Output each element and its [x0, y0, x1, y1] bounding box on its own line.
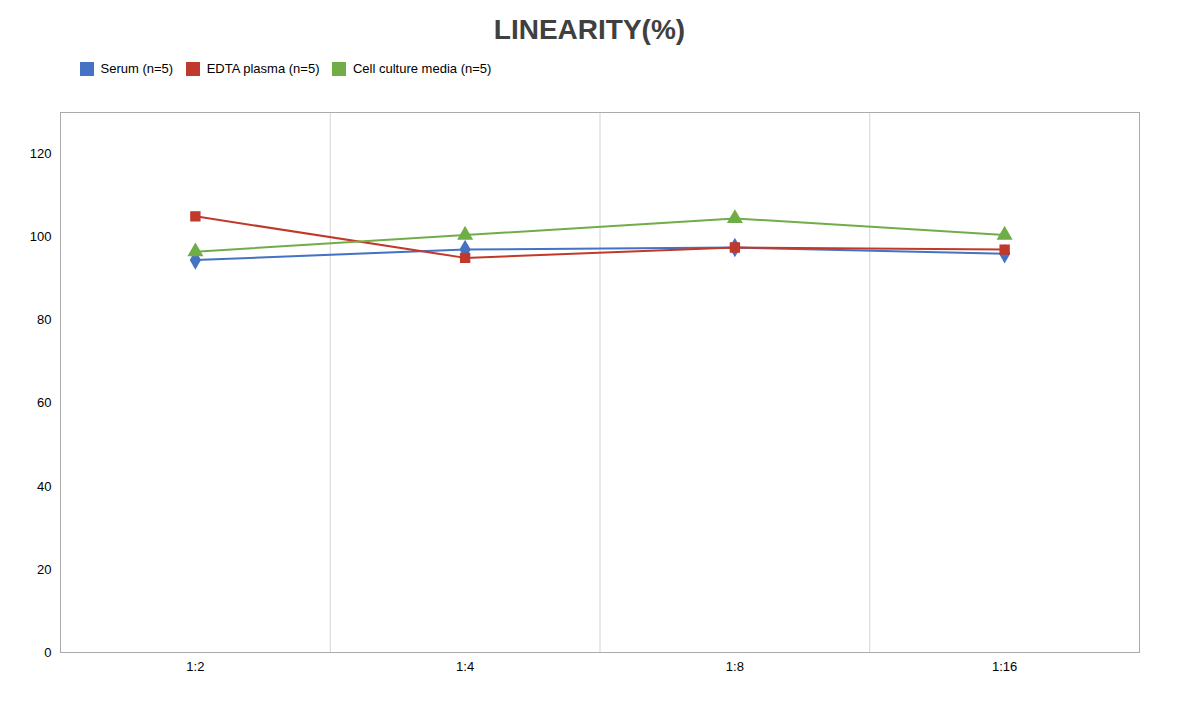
svg-text:60: 60 [37, 395, 51, 410]
svg-text:0: 0 [44, 644, 51, 659]
svg-text:80: 80 [37, 312, 51, 327]
html-text:EDTA plasma (n=5): EDTA plasma (n=5) [206, 61, 320, 76]
svg-text:100: 100 [30, 229, 52, 244]
svg-text:120: 120 [30, 146, 52, 161]
html-text:Cell culture media (n=5): Cell culture media (n=5) [353, 61, 492, 76]
svg-text:1:16: 1:16 [992, 658, 1017, 673]
svg-text:40: 40 [37, 478, 51, 493]
html-text:LINEARITY(%): LINEARITY(%) [493, 14, 686, 45]
html-text:Serum (n=5): Serum (n=5) [100, 61, 174, 76]
svg-text:20: 20 [37, 561, 51, 576]
svg-text:1:4: 1:4 [456, 658, 474, 673]
svg-text:1:8: 1:8 [726, 658, 744, 673]
svg-text:1:2: 1:2 [186, 658, 204, 673]
